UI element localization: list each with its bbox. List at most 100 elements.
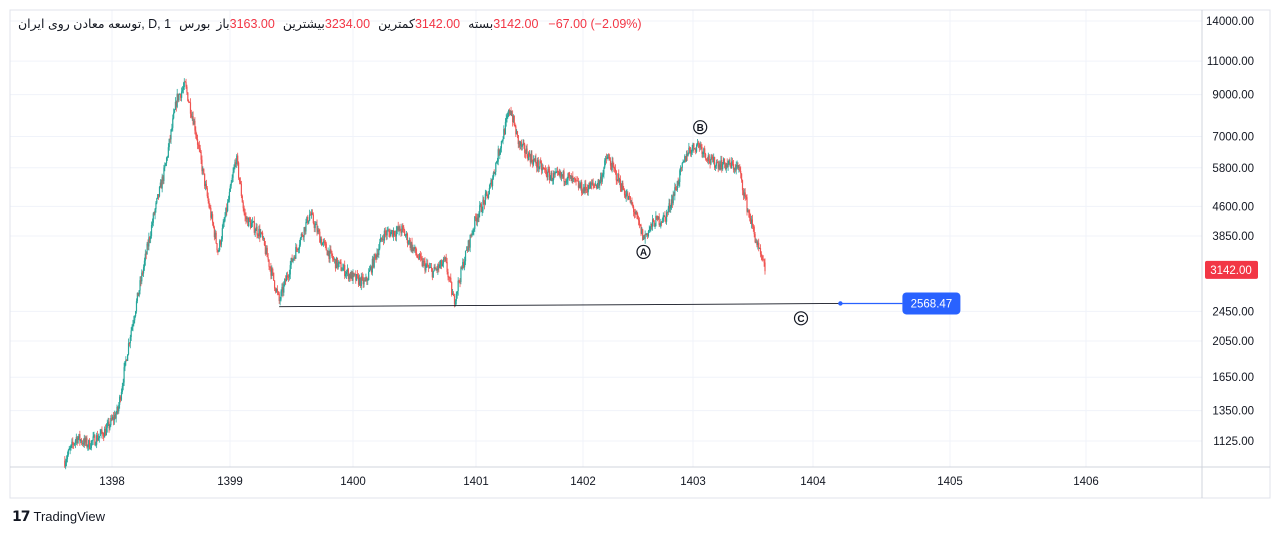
wave-label-c[interactable]: C — [793, 311, 809, 326]
candle — [298, 239, 301, 254]
candle — [618, 177, 621, 186]
candle — [344, 260, 346, 280]
candle — [601, 172, 603, 184]
candle — [656, 215, 658, 220]
candle — [268, 259, 270, 271]
candle — [220, 236, 223, 248]
candle — [738, 165, 740, 173]
candle — [596, 182, 598, 190]
wave-label-a[interactable]: A — [636, 244, 651, 260]
candle — [537, 157, 539, 173]
candle — [585, 186, 588, 193]
candle — [675, 184, 677, 191]
candle — [202, 166, 204, 176]
candle — [264, 241, 266, 256]
candle — [731, 157, 733, 169]
candle — [362, 273, 364, 289]
candle — [261, 231, 263, 235]
candle — [677, 177, 679, 186]
candle — [349, 272, 351, 282]
candle — [297, 247, 300, 254]
candle — [273, 272, 275, 282]
candle — [621, 180, 623, 192]
candle — [447, 268, 449, 281]
candle — [729, 157, 731, 167]
candle — [154, 207, 156, 220]
candle — [245, 212, 247, 225]
candle — [150, 231, 152, 244]
time-axis[interactable]: 1398 1399 1400 1401 1402 1403 1404 1405 1406 — [99, 476, 1099, 488]
candle — [250, 219, 253, 228]
candle — [650, 222, 652, 232]
candle — [460, 266, 462, 285]
candle — [102, 431, 104, 440]
trendline[interactable]: 2568.47 — [279, 292, 961, 315]
last-price-text: 3142.00 — [1210, 265, 1252, 277]
candle — [320, 236, 322, 245]
candle — [125, 356, 127, 366]
candle — [509, 110, 511, 115]
candle — [628, 192, 631, 200]
candle — [134, 315, 136, 324]
candle — [494, 171, 496, 177]
candle — [593, 184, 595, 189]
candle — [682, 159, 684, 164]
candle — [617, 173, 619, 182]
candle — [500, 146, 502, 155]
candle — [236, 154, 238, 168]
candle — [575, 176, 577, 186]
open-label: باز — [216, 17, 230, 31]
candle — [592, 178, 594, 190]
candle — [409, 237, 411, 251]
candle — [532, 159, 534, 168]
candle — [418, 253, 421, 261]
symbol-name[interactable]: توسعه معادن روی ایران, D, 1 — [18, 17, 172, 31]
candle — [121, 382, 123, 395]
candle — [258, 225, 260, 240]
candle — [157, 194, 159, 200]
candle — [130, 327, 132, 341]
candle — [139, 276, 141, 295]
candle — [171, 123, 173, 132]
candle — [119, 394, 121, 409]
candle — [425, 263, 427, 273]
candle — [446, 257, 448, 275]
candle — [463, 259, 465, 269]
candle — [114, 411, 116, 420]
candle — [135, 310, 137, 318]
candle — [93, 431, 95, 438]
candle — [632, 202, 634, 209]
candle — [491, 178, 493, 188]
candle — [317, 225, 319, 235]
candle — [253, 216, 255, 236]
candle — [536, 157, 539, 172]
candle — [741, 179, 744, 196]
candle — [292, 258, 294, 264]
candle — [724, 162, 726, 171]
last-price-tag[interactable]: 3142.00 — [1205, 260, 1258, 279]
candle — [149, 236, 151, 244]
wave-label-b[interactable]: B — [693, 120, 708, 135]
trendline-price-tag[interactable]: 2568.47 — [902, 292, 961, 315]
candle — [475, 213, 478, 226]
candle — [175, 100, 177, 112]
candle — [294, 254, 296, 261]
candle — [756, 239, 758, 248]
candle — [701, 144, 703, 158]
candle — [429, 263, 432, 268]
candle — [489, 182, 491, 189]
candle — [719, 161, 721, 171]
candle — [368, 268, 370, 281]
candle — [326, 249, 328, 256]
candle — [583, 186, 585, 194]
candle — [676, 180, 678, 193]
candle — [618, 169, 620, 184]
candle — [576, 180, 578, 182]
tradingview-logo[interactable]: 𝟭𝟳 TradingView — [12, 508, 105, 525]
candle — [187, 92, 189, 102]
candle — [713, 153, 715, 165]
candle — [361, 272, 363, 281]
price-axis[interactable]: 14000.00 11000.00 9000.00 7000.00 5800.00 460… — [1205, 16, 1258, 448]
candle — [614, 166, 616, 173]
